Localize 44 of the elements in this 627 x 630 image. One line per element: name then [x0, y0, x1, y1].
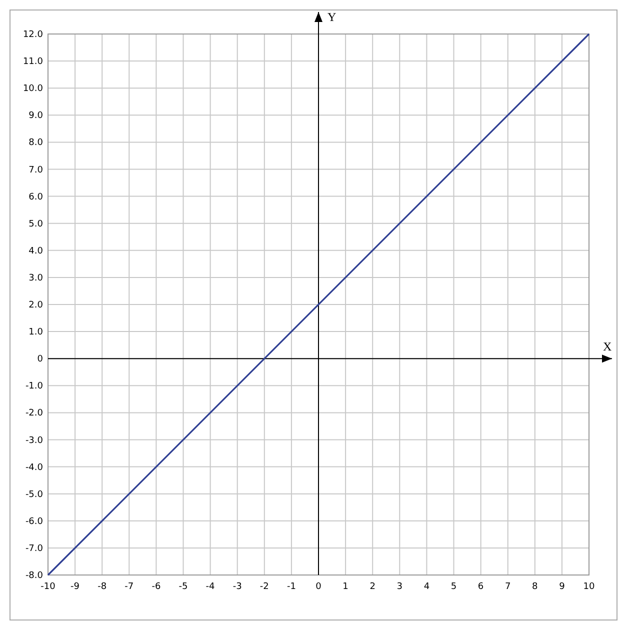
y-axis-title: Y [328, 10, 336, 24]
x-tick-label: -9 [70, 582, 80, 592]
y-tick-label: -6.0 [25, 516, 44, 527]
y-tick-label: -8.0 [25, 571, 44, 581]
x-tick-label: 10 [583, 582, 595, 592]
x-tick-label: -7 [124, 582, 134, 592]
x-tick-label: 7 [504, 582, 511, 592]
x-tick-label: -2 [260, 582, 269, 592]
y-tick-label: 7.0 [28, 165, 44, 176]
y-tick-label: 5.0 [28, 219, 44, 230]
x-tick-label: -10 [40, 582, 56, 592]
x-tick-label: 0 [316, 582, 322, 592]
x-tick-label: -1 [286, 582, 296, 592]
x-tick-label: 5 [450, 582, 457, 592]
x-tick-label: 8 [532, 582, 538, 592]
x-tick-label: 2 [370, 582, 376, 592]
y-tick-label: 12.0 [22, 30, 44, 40]
x-tick-label: -6 [152, 582, 161, 592]
y-tick-label: -5.0 [25, 490, 44, 500]
y-tick-label: 8.0 [28, 138, 44, 148]
y-tick-label: 0 [37, 354, 44, 365]
y-tick-label: -1.0 [25, 382, 44, 392]
y-tick-label: 10.0 [22, 84, 44, 94]
y-tick-label: -3.0 [25, 436, 44, 446]
y-tick-label: -2.0 [25, 408, 44, 419]
y-tick-label: -4.0 [25, 462, 44, 473]
y-tick-label: 6.0 [28, 192, 44, 202]
y-tick-label: 11.0 [22, 57, 44, 68]
x-tick-label: 3 [396, 582, 403, 592]
y-tick-label: 4.0 [28, 246, 44, 256]
y-tick-label: 3.0 [28, 273, 44, 284]
x-tick-label: 4 [424, 582, 430, 592]
x-tick-label: 9 [559, 582, 566, 592]
x-tick-label: 6 [478, 582, 484, 592]
x-tick-label: 1 [342, 582, 348, 592]
x-axis-title: X [603, 340, 612, 354]
x-tick-label: -3 [232, 582, 242, 592]
y-tick-label: 1.0 [28, 328, 44, 338]
y-tick-label: -7.0 [25, 544, 44, 554]
y-tick-label: 2.0 [28, 300, 44, 310]
x-tick-label: -8 [98, 582, 107, 592]
x-tick-label: -5 [178, 582, 188, 592]
y-tick-label: 9.0 [28, 111, 44, 122]
x-tick-label: -4 [206, 582, 216, 592]
